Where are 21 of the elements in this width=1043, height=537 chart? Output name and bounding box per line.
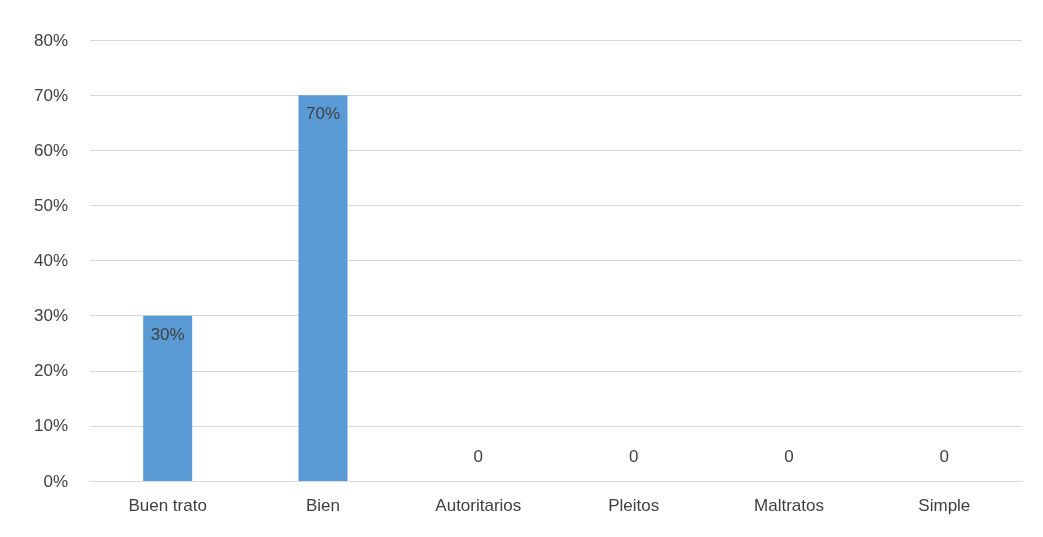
x-tick-label: Maltratos: [754, 496, 824, 515]
data-label: 0: [939, 447, 950, 466]
y-tick-label: 50%: [33, 195, 68, 215]
y-tick-label: 70%: [33, 85, 68, 105]
x-tick-label: Pleitos: [608, 496, 660, 515]
y-tick-label: 60%: [33, 140, 68, 160]
y-tick-label: 0%: [43, 471, 68, 491]
data-label: 30%: [150, 324, 185, 344]
x-tick-label: Bien: [305, 496, 341, 515]
x-tick-label: Buen trato: [128, 496, 207, 515]
data-label: 0: [473, 447, 484, 466]
y-tick-label: 30%: [33, 306, 68, 326]
data-label: 0: [628, 447, 639, 466]
y-tick-label: 20%: [33, 361, 68, 381]
x-tick-label: Autoritarios: [435, 496, 522, 515]
data-label: 0: [784, 447, 794, 466]
y-tick-label: 80%: [33, 30, 68, 50]
data-label: 70%: [305, 104, 341, 124]
x-tick-label: Simple: [918, 496, 971, 515]
y-tick-label: 40%: [33, 251, 68, 270]
y-tick-label: 10%: [33, 416, 68, 436]
